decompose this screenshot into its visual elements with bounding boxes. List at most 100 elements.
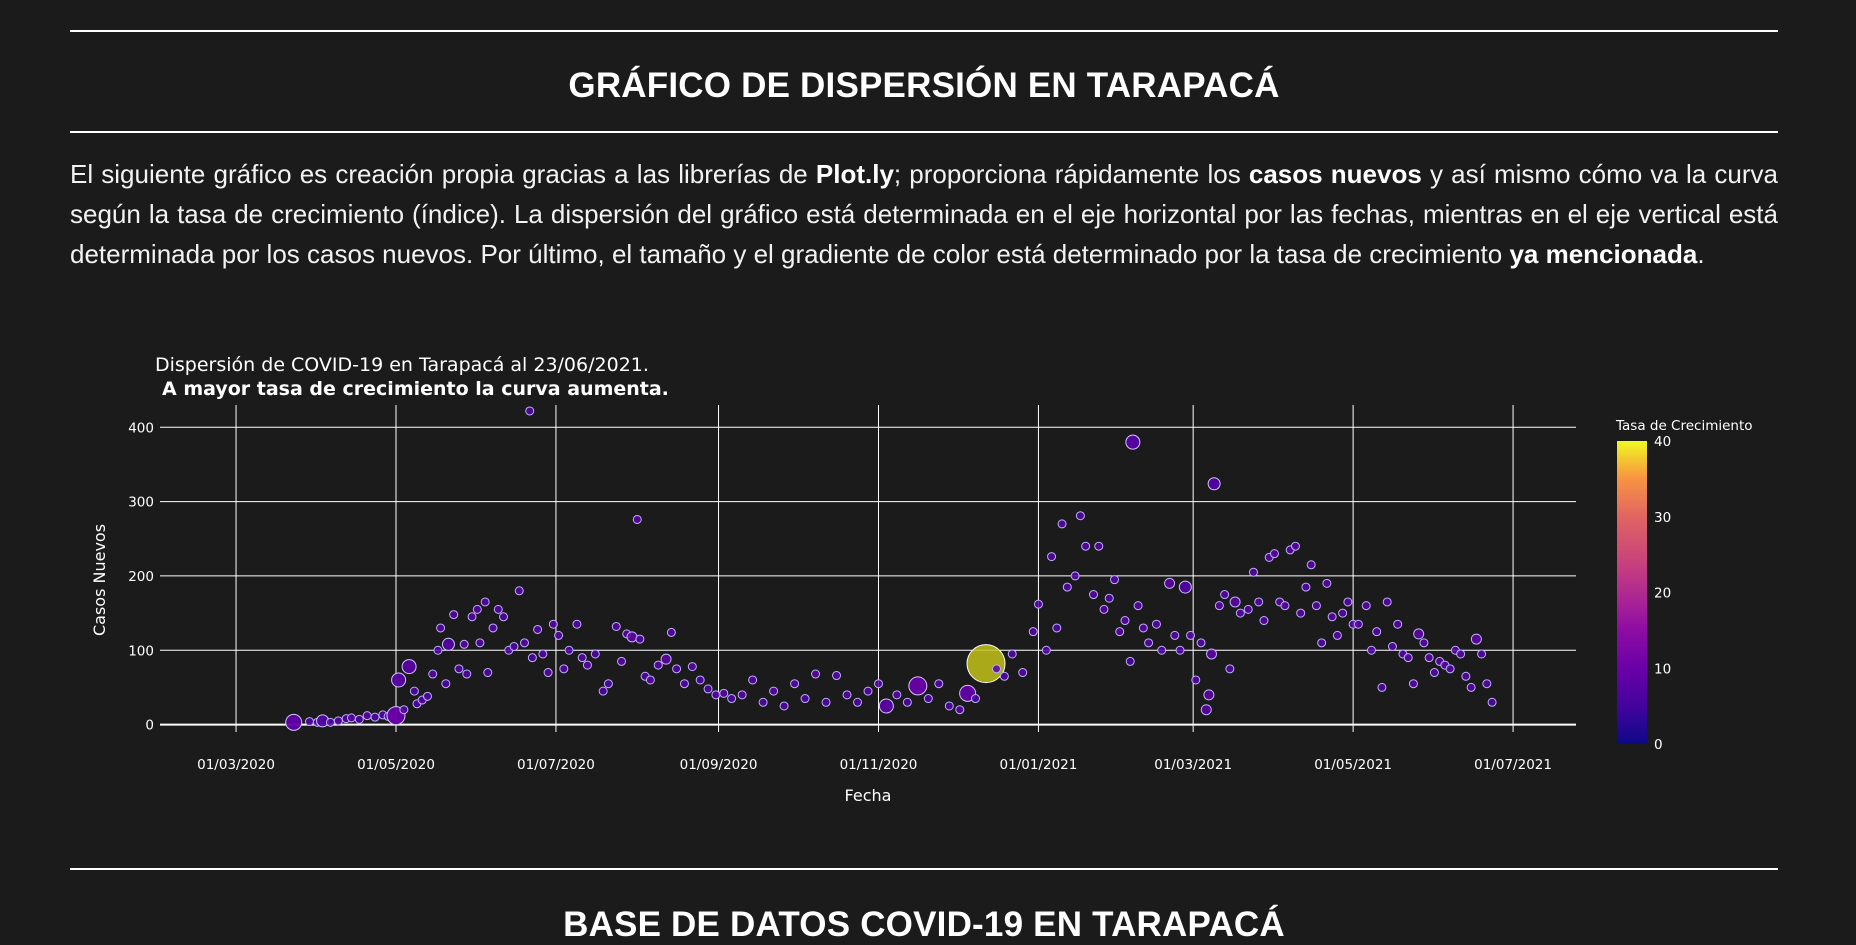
- data-point: [873, 679, 883, 689]
- intro-paragraph: El siguiente gráfico es creación propia …: [70, 154, 1778, 274]
- data-point: [991, 664, 1001, 674]
- x-tick-label: 01/03/2020: [197, 757, 275, 773]
- data-point: [1290, 541, 1300, 551]
- data-point: [1393, 619, 1403, 629]
- x-tick-label: 01/05/2021: [1314, 757, 1392, 773]
- data-point: [1052, 623, 1062, 633]
- data-point: [354, 714, 364, 724]
- data-point: [462, 669, 472, 679]
- data-point: [737, 690, 747, 700]
- data-point: [892, 690, 902, 700]
- intro-bold-casos: casos nuevos: [1248, 159, 1422, 189]
- chart-title: Dispersión de COVID-19 en Tarapacá al 23…: [155, 354, 649, 376]
- data-point: [1461, 671, 1471, 681]
- data-point: [1120, 616, 1130, 626]
- x-tick-label: 01/07/2020: [517, 757, 595, 773]
- data-point: [1338, 608, 1348, 618]
- data-point: [480, 597, 490, 607]
- data-point: [703, 684, 713, 694]
- data-point: [436, 623, 446, 633]
- x-axis-label: Fecha: [845, 786, 892, 805]
- data-point: [653, 660, 663, 670]
- data-point: [1206, 648, 1218, 660]
- data-point: [1317, 638, 1327, 648]
- data-point: [1366, 645, 1376, 655]
- data-point: [527, 653, 537, 663]
- data-point: [672, 664, 682, 674]
- data-point: [1104, 593, 1114, 603]
- data-point: [422, 691, 432, 701]
- data-point: [548, 619, 558, 629]
- data-point: [1164, 577, 1176, 589]
- data-point: [1214, 601, 1224, 611]
- data-point: [878, 698, 894, 714]
- data-point: [842, 690, 852, 700]
- data-point: [1229, 596, 1241, 608]
- intro-bold-plotly: Plot.ly: [815, 159, 894, 189]
- data-point: [1207, 477, 1221, 491]
- data-point: [1186, 630, 1196, 640]
- chart-subtitle: A mayor tasa de crecimiento la curva aum…: [162, 378, 669, 400]
- data-point: [1175, 645, 1185, 655]
- intro-bold-mencionada: ya mencionada: [1509, 239, 1698, 269]
- data-point: [1456, 649, 1466, 659]
- x-tick-label: 01/05/2020: [357, 757, 435, 773]
- colorbar-tick-label: 10: [1654, 661, 1671, 677]
- data-point: [758, 697, 768, 707]
- data-point: [499, 612, 509, 622]
- data-point: [1203, 689, 1215, 701]
- data-point: [1062, 582, 1072, 592]
- data-point: [1047, 552, 1057, 562]
- section-title-database: BASE DE DATOS COVID-19 EN TARAPACÁ: [563, 905, 1285, 944]
- data-point: [1200, 704, 1212, 716]
- data-point: [1353, 619, 1363, 629]
- data-point: [853, 697, 863, 707]
- data-point: [1487, 697, 1497, 707]
- data-point: [1332, 630, 1342, 640]
- data-point: [525, 406, 535, 416]
- top-divider: [70, 30, 1778, 32]
- scatter-chart[interactable]: Dispersión de COVID-19 en Tarapacá al 23…: [0, 340, 1856, 840]
- data-point: [955, 705, 965, 715]
- data-point: [519, 638, 529, 648]
- data-point: [800, 694, 810, 704]
- data-point: [748, 675, 758, 685]
- intro-text-4: .: [1697, 239, 1705, 269]
- data-point: [769, 686, 779, 696]
- colorbar-tick-label: 30: [1654, 510, 1671, 526]
- data-point: [1225, 664, 1235, 674]
- data-point: [1372, 627, 1382, 637]
- data-point: [1094, 541, 1104, 551]
- data-point: [483, 668, 493, 678]
- data-point: [821, 697, 831, 707]
- data-point: [1296, 608, 1306, 618]
- data-point: [362, 711, 372, 721]
- intro-text-3: y así mismo cómo va la curva según la ta…: [70, 159, 1779, 269]
- data-point: [908, 676, 928, 696]
- y-tick-label: 100: [128, 643, 154, 659]
- data-point: [467, 612, 477, 622]
- data-point: [285, 713, 303, 731]
- data-point: [1089, 590, 1099, 600]
- data-point: [645, 675, 655, 685]
- data-point: [1259, 616, 1269, 626]
- data-point: [488, 623, 498, 633]
- y-axis-ticks: 0 100 200 300 400: [128, 420, 154, 733]
- title-divider: [70, 131, 1778, 133]
- bottom-divider: [70, 868, 1778, 870]
- intro-text-2: ; proporciona rápidamente los: [893, 159, 1249, 189]
- data-point: [1057, 519, 1067, 529]
- data-point: [441, 679, 451, 689]
- data-point: [441, 637, 455, 651]
- data-point: [1322, 578, 1332, 588]
- data-point: [660, 653, 672, 665]
- page-title: GRÁFICO DE DISPERSIÓN EN TARAPACÁ: [568, 66, 1280, 105]
- data-point: [632, 514, 642, 524]
- data-point: [1125, 656, 1135, 666]
- colorbar-tick-label: 0: [1654, 737, 1663, 753]
- data-point: [971, 694, 981, 704]
- x-axis-ticks: 01/03/2020 01/05/2020 01/07/2020 01/09/2020…: [197, 757, 1552, 773]
- y-tick-label: 0: [145, 718, 154, 734]
- y-tick-label: 300: [128, 495, 154, 511]
- data-point: [635, 634, 645, 644]
